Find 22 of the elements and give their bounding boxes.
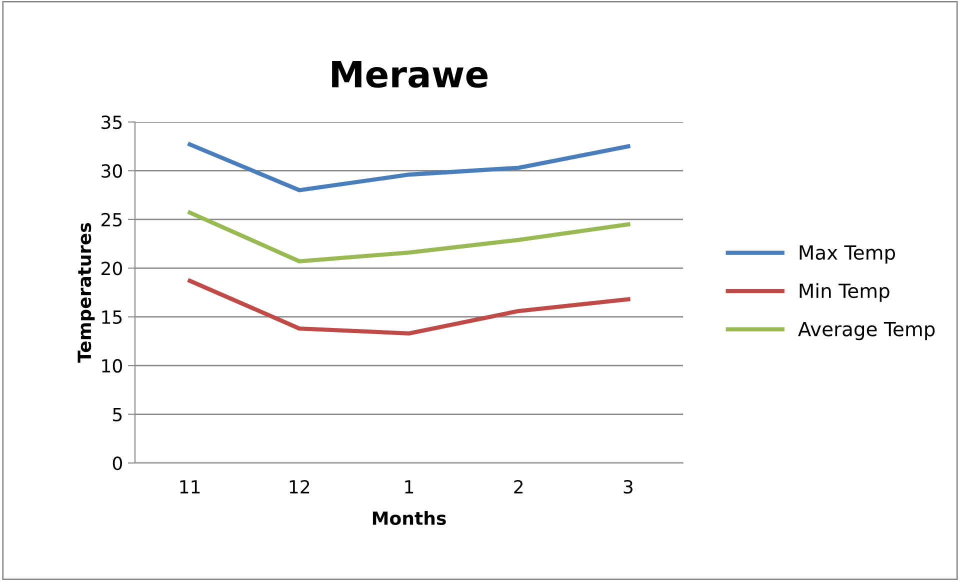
y-tick-label: 20 [102, 262, 122, 276]
x-tick-label: 2 [514, 480, 523, 494]
y-tick-label: 10 [102, 359, 122, 373]
x-tick-label: 12 [290, 480, 310, 494]
y-axis-title: Temperatures [78, 223, 95, 363]
y-tick-label: 5 [113, 408, 122, 422]
y-tick-label: 0 [112, 456, 122, 470]
y-tick-label: 15 [102, 310, 122, 324]
line-series [188, 278, 630, 336]
x-axis-title: Months [372, 511, 446, 526]
x-tick-label: 11 [180, 480, 200, 494]
y-tick-label: 30 [102, 164, 122, 178]
legend-label: Average Temp [798, 322, 935, 340]
legend-label: Max Temp [800, 245, 896, 264]
y-tick-label: 25 [102, 212, 122, 227]
legend-label: Min Temp [800, 283, 890, 302]
chart-title: Merawe [332, 60, 488, 88]
x-tick-label: 3 [624, 480, 632, 494]
y-tick-label: 35 [102, 115, 122, 130]
x-tick-label: 1 [405, 480, 414, 494]
line-series [188, 142, 630, 192]
line-series [188, 210, 630, 264]
